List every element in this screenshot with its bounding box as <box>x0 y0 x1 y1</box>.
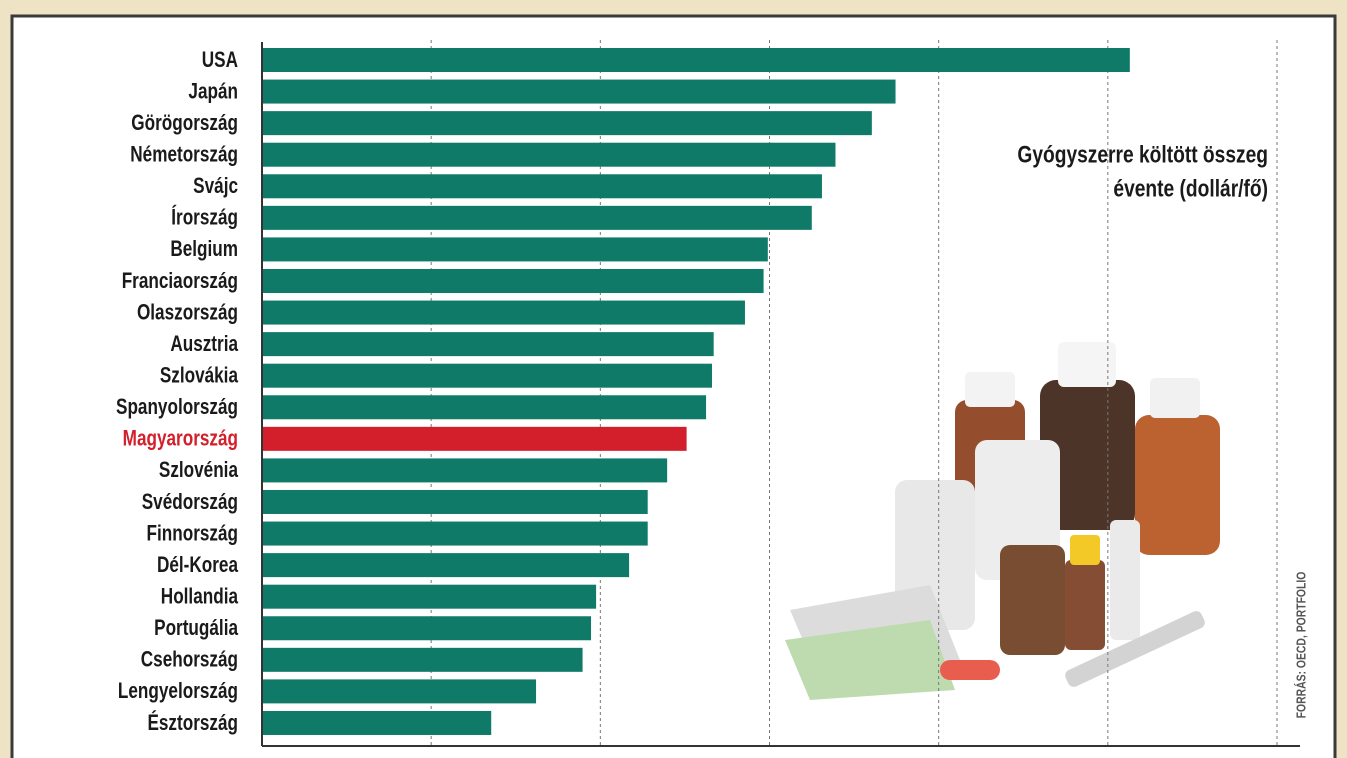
bar <box>262 332 714 357</box>
chart-title: Gyógyszerre költött összeg <box>1017 140 1268 168</box>
x-tick-label: 800 <box>922 756 955 758</box>
bar <box>262 395 707 420</box>
y-tick-label: Spanyolország <box>116 395 238 420</box>
bar <box>262 205 812 230</box>
bar <box>262 679 537 704</box>
bar <box>262 363 712 388</box>
bar <box>262 300 745 325</box>
y-tick-label: Portugália <box>154 616 239 641</box>
bar <box>262 426 687 451</box>
y-tick-label: Svédország <box>142 490 238 515</box>
bar <box>262 458 668 483</box>
x-tick-label: 400 <box>584 756 617 758</box>
bar <box>262 553 630 578</box>
bar <box>262 174 822 199</box>
y-tick-label: Szlovénia <box>159 458 239 483</box>
bar <box>262 79 896 104</box>
bar <box>262 521 648 546</box>
medicine-illustration <box>785 342 1220 700</box>
chart-title: évente (dollár/fő) <box>1113 174 1268 202</box>
y-tick-label: Olaszország <box>137 300 238 325</box>
x-tick-label: 600 <box>753 756 786 758</box>
source-note: FORRÁS: OECD, PORTFOLIO <box>1294 572 1308 719</box>
y-tick-label: Magyarország <box>123 427 238 452</box>
x-tick-label: 200 <box>414 756 447 758</box>
y-tick-label: Finnország <box>147 521 238 546</box>
y-tick-label: Németország <box>130 143 238 168</box>
bar <box>262 268 764 293</box>
y-tick-label: Lengyelország <box>118 679 238 704</box>
x-tick-label: 1200 <box>1255 756 1300 758</box>
bar <box>262 647 583 672</box>
y-tick-label: Dél-Korea <box>157 553 239 578</box>
x-tick-label: 0 <box>256 756 267 758</box>
y-tick-label: Írország <box>171 205 238 231</box>
y-tick-label: Észtország <box>147 710 238 736</box>
y-tick-label: Szlovákia <box>160 364 239 389</box>
bar <box>262 616 592 641</box>
x-tick-label: 1000 <box>1086 756 1131 758</box>
bar <box>262 489 648 514</box>
bar <box>262 48 1130 72</box>
y-tick-label: Csehország <box>141 648 238 673</box>
bar <box>262 142 836 167</box>
y-tick-label: Hollandia <box>161 585 239 610</box>
bar <box>262 584 597 609</box>
y-tick-label: Görögország <box>131 111 238 136</box>
y-tick-label: Franciaország <box>122 269 238 294</box>
bar <box>262 710 492 735</box>
bar <box>262 111 872 136</box>
y-tick-label: Belgium <box>170 237 238 262</box>
y-tick-label: USA <box>202 48 238 73</box>
y-tick-label: Japán <box>188 79 238 104</box>
bar <box>262 237 768 262</box>
y-tick-label: Svájc <box>193 174 238 199</box>
y-tick-label: Ausztria <box>170 332 239 357</box>
